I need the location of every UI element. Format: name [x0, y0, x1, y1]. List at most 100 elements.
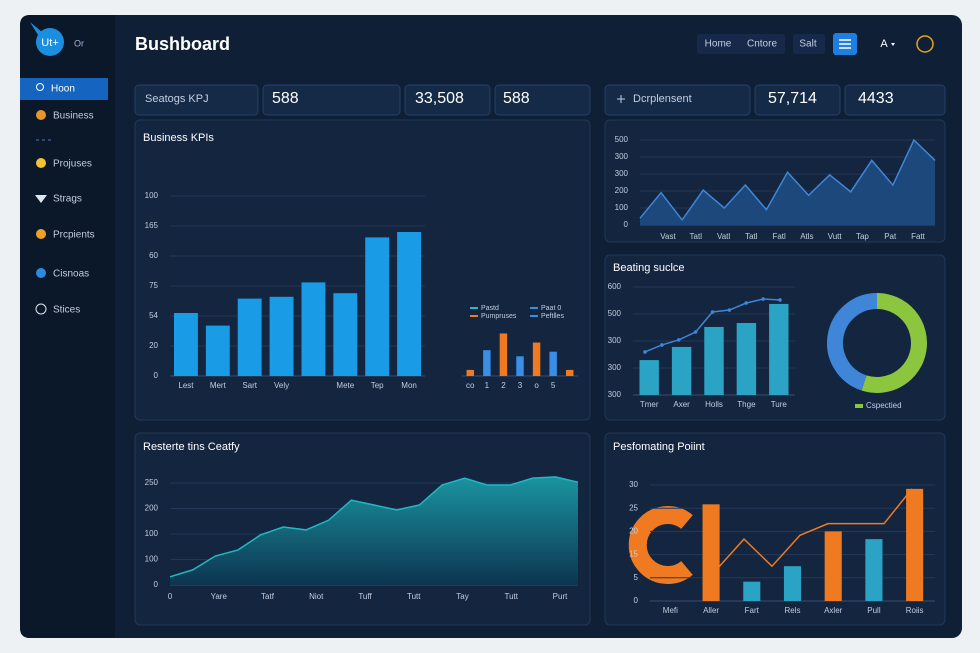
- legend-label: Pumpruses: [481, 313, 517, 320]
- panel-title: Resterte tins Ceatfy: [143, 441, 240, 453]
- plus-icon: [617, 95, 625, 103]
- x-tick-label: 1: [485, 381, 490, 390]
- x-tick-label: Tay: [456, 592, 468, 601]
- logo: [36, 28, 64, 56]
- sidebar-item[interactable]: Business: [53, 111, 94, 122]
- area: [170, 476, 578, 585]
- x-tick-label: Fatt: [911, 232, 926, 241]
- logo-mark: Ut+: [41, 37, 58, 49]
- x-tick-label: Pull: [867, 606, 881, 615]
- profile-icon[interactable]: [916, 35, 934, 53]
- nav-button[interactable]: [793, 34, 825, 54]
- line-point: [710, 310, 715, 314]
- sidebar-active[interactable]: [20, 78, 108, 100]
- line-point: [761, 297, 765, 301]
- line-point: [727, 308, 732, 312]
- kpi-box: [604, 84, 751, 116]
- kpi-box: [262, 84, 401, 116]
- y-tick-label: 0: [154, 371, 159, 380]
- sidebar-item[interactable]: Strags: [53, 194, 82, 205]
- x-tick-label: Tatl: [745, 232, 758, 241]
- menu-icon: [839, 39, 851, 49]
- kpi-box: [754, 84, 841, 116]
- sidebar-item[interactable]: Hoon: [51, 84, 75, 95]
- sidebar-item[interactable]: Prcpients: [53, 230, 95, 241]
- panel-title: Pesfomating Poiint: [613, 441, 705, 453]
- y-tick-label: 20: [149, 341, 158, 350]
- y-tick-label: 60: [149, 251, 158, 260]
- line-point: [778, 298, 782, 302]
- legend-key: [855, 404, 863, 408]
- bar: [173, 313, 198, 376]
- x-tick-label: Sart: [242, 381, 257, 390]
- x-tick-label: co: [466, 381, 475, 390]
- nav-group[interactable]: [697, 34, 785, 54]
- x-tick-label: Vatl: [717, 232, 730, 241]
- bar: [671, 346, 692, 395]
- y-tick-label: 100: [145, 529, 159, 538]
- area-line: [639, 138, 936, 222]
- bar: [783, 566, 802, 601]
- bar: [736, 323, 757, 395]
- kpi-value: 57,714: [768, 90, 817, 107]
- kpi-box: [844, 84, 946, 116]
- kpi-value: 4433: [858, 90, 894, 107]
- x-tick-label: Vast: [660, 232, 676, 241]
- kpi-value: 588: [272, 90, 299, 107]
- icon: [36, 268, 46, 278]
- icon: [36, 83, 44, 91]
- x-tick-label: Mert: [210, 381, 227, 390]
- bar: [397, 232, 422, 376]
- sidebar-item[interactable]: Projuses: [53, 159, 92, 170]
- y-tick-label: 200: [145, 504, 159, 513]
- user-menu[interactable]: A: [880, 38, 888, 50]
- nav-item[interactable]: Home: [705, 39, 732, 50]
- bar: [565, 369, 574, 376]
- line-point: [744, 301, 749, 305]
- x-tick-label: Pat: [884, 232, 897, 241]
- nav-item[interactable]: Salt: [799, 39, 816, 50]
- y-tick-label: 5: [634, 573, 639, 582]
- legend-label: Paat 0: [541, 305, 561, 312]
- caret: [891, 43, 895, 46]
- logo-text: Or: [74, 38, 84, 48]
- bar: [769, 303, 789, 395]
- y-tick-label: 75: [149, 281, 158, 290]
- nav-item[interactable]: Cntore: [747, 39, 777, 50]
- bar: [516, 356, 524, 376]
- sidebar-item[interactable]: Cisnoas: [53, 269, 89, 280]
- y-tick-label: 15: [629, 550, 638, 559]
- x-tick-label: Tutt: [407, 592, 421, 601]
- y-tick-label: 165: [145, 221, 159, 230]
- line-point: [660, 343, 664, 347]
- y-tick-label: 25: [629, 503, 638, 512]
- y-tick-label: 200: [615, 186, 629, 195]
- icon: [35, 195, 47, 203]
- line: [715, 488, 913, 571]
- bar: [549, 351, 557, 376]
- x-tick-label: Tuff: [358, 592, 372, 601]
- sidebar: [20, 15, 115, 638]
- x-tick-label: Aller: [703, 606, 719, 615]
- legend-label: Peftlles: [541, 313, 564, 320]
- x-tick-label: Tap: [856, 232, 869, 241]
- y-tick-label: 500: [608, 309, 622, 318]
- icon: [36, 229, 46, 239]
- y-tick-label: 600: [608, 282, 622, 291]
- donut-segment: [827, 293, 878, 391]
- x-tick-label: Tmer: [640, 400, 659, 409]
- bar: [269, 296, 294, 376]
- y-tick-label: 300: [608, 390, 622, 399]
- bar: [205, 325, 230, 376]
- bar: [483, 350, 491, 376]
- sidebar-item[interactable]: Stices: [53, 305, 80, 316]
- x-tick-label: Tatl: [690, 232, 703, 241]
- bar: [466, 369, 475, 376]
- donut-segment: [861, 293, 927, 393]
- x-tick-label: Mete: [336, 381, 354, 390]
- x-tick-label: Vutt: [828, 232, 843, 241]
- kpi-label: Seatogs KPJ: [145, 93, 209, 105]
- x-tick-label: Tutt: [505, 592, 519, 601]
- line-point: [676, 338, 681, 342]
- x-tick-label: Atls: [800, 232, 813, 241]
